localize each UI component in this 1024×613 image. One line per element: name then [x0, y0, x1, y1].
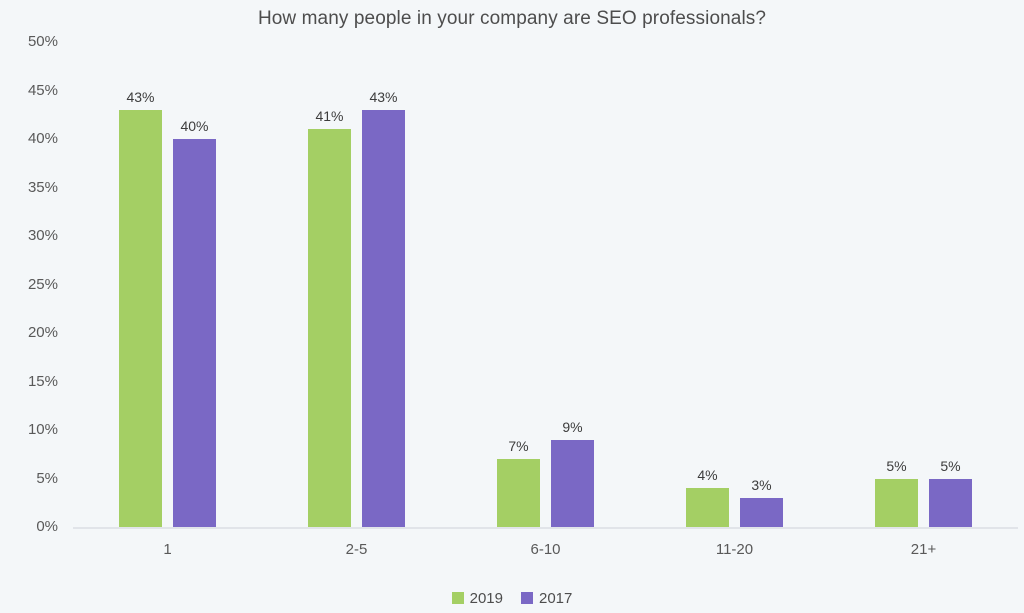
legend-label: 2019: [469, 589, 503, 607]
x-axis-line: [73, 527, 1018, 529]
bar-2017-6-10: [551, 439, 594, 527]
bar-2019-2-5: [308, 129, 351, 527]
bar-value-label: 9%: [562, 418, 583, 435]
bar-2019-21+: [875, 478, 918, 527]
legend: 2019 2017: [0, 586, 1024, 610]
bar-2019-11-20: [686, 488, 729, 527]
y-tick-label: 0%: [36, 518, 58, 535]
bar-value-label: 43%: [369, 88, 398, 105]
x-axis-label-21+: 21+: [910, 541, 937, 558]
bar-2017-11-20: [740, 497, 783, 527]
bar-value-label: 41%: [315, 108, 344, 125]
bar-value-label: 7%: [508, 438, 529, 455]
x-axis-label-2-5: 2-5: [345, 541, 368, 558]
y-tick-label: 25%: [27, 275, 58, 293]
bar-value-label: 40%: [180, 118, 209, 134]
y-tick-label: 20%: [27, 324, 58, 341]
x-axis-label-6-10: 6-10: [530, 541, 561, 558]
y-tick-label: 10%: [27, 421, 58, 438]
bar-2019-1: [119, 109, 162, 527]
y-tick-label: 40%: [27, 130, 58, 147]
bar-value-label: 43%: [126, 88, 155, 105]
chart-title: How many people in your company are SEO …: [257, 8, 767, 29]
legend-item-2017: 2017: [521, 591, 572, 606]
y-tick-label: 30%: [27, 227, 58, 244]
legend-item-2019: 2019: [451, 589, 503, 607]
legend-label: 2017: [539, 589, 573, 607]
bar-value-label: 4%: [697, 467, 718, 484]
bar-2017-21+: [929, 478, 972, 527]
bar-value-label: 5%: [886, 457, 907, 474]
bar-value-label: 3%: [751, 476, 772, 493]
y-tick-label: 45%: [27, 81, 58, 99]
bar-2017-2-5: [362, 109, 405, 527]
y-tick-label: 15%: [27, 372, 58, 390]
x-axis-label-11-20: 11-20: [715, 541, 754, 558]
bar-value-label: 5%: [940, 457, 961, 474]
bar-2017-1: [173, 139, 216, 527]
legend-swatch-2017: [521, 592, 533, 604]
x-axis-label-1: 1: [163, 541, 172, 558]
y-tick-label: 5%: [36, 469, 58, 487]
bar-2019-6-10: [497, 459, 540, 527]
legend-swatch-2019: [451, 592, 464, 604]
y-tick-label: 35%: [27, 178, 58, 196]
y-tick-label: 50%: [27, 33, 58, 50]
